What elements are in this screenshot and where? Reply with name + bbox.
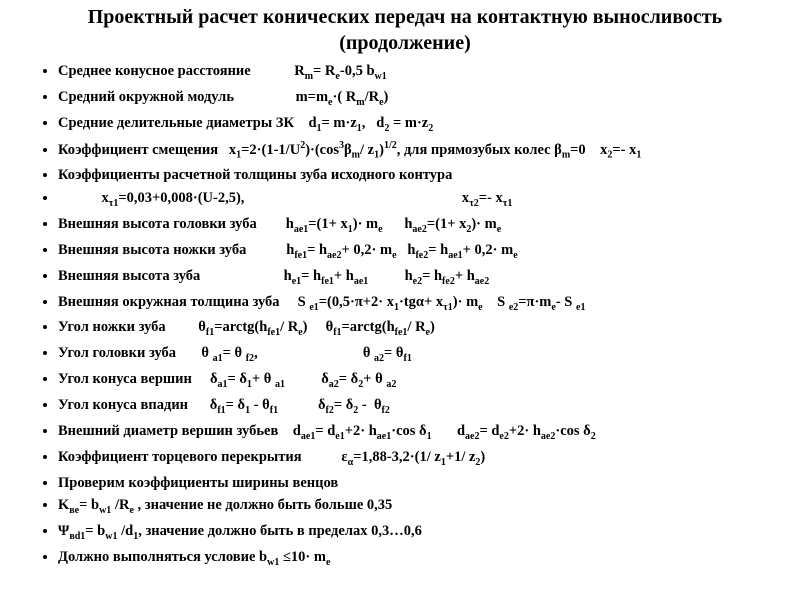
- page-title: Проектный расчет конических передач на к…: [30, 4, 780, 56]
- list-item: Внешняя окружная толщина зуба S e1=(0,5·…: [58, 293, 780, 314]
- list-item: Коэффициент торцевого перекрытия εα=1,88…: [58, 448, 780, 469]
- list-item: Ψвd1= bw1 /d1, значение должно быть в пр…: [58, 522, 780, 543]
- list-item: Kвe= bw1 /Re , значение не должно быть б…: [58, 496, 780, 517]
- list-item: Должно выполняться условие bw1 ≤10· me: [58, 548, 780, 569]
- list-item: xτ1=0,03+0,008·(U-2,5), xτ2=- xτ1: [58, 189, 780, 210]
- list-item: Коэффициент смещения x1=2·(1-1/U2)·(cos3…: [58, 140, 780, 162]
- list-item: Угол конуса вершин δa1= δ1+ θ a1 δa2= δ2…: [58, 370, 780, 391]
- list-item: Внешняя высота ножки зуба hfe1= hae2+ 0,…: [58, 241, 780, 262]
- list-item: Средний окружной модуль m=me·( Rm/Re): [58, 88, 780, 109]
- list-item: Внешний диаметр вершин зубьев dae1= de1+…: [58, 422, 780, 443]
- list-item: Угол головки зуба θ a1= θ f2, θ a2= θf1: [58, 344, 780, 365]
- list-item: Угол конуса впадин δf1= δ1 - θf1 δf2= δ2…: [58, 396, 780, 417]
- list-item: Внешняя высота зуба he1= hfe1+ hae1 he2=…: [58, 267, 780, 288]
- list-item: Коэффициенты расчетной толщины зуба исхо…: [58, 166, 780, 184]
- list-item: Угол ножки зуба θf1=arctg(hfe1/ Re) θf1=…: [58, 318, 780, 339]
- list-item: Проверим коэффициенты ширины венцов: [58, 474, 780, 492]
- bullet-list: Среднее конусное расстояние Rm= Re-0,5 b…: [30, 62, 780, 570]
- document-page: Проектный расчет конических передач на к…: [0, 0, 800, 578]
- list-item: Внешняя высота головки зуба hae1=(1+ x1)…: [58, 215, 780, 236]
- list-item: Среднее конусное расстояние Rm= Re-0,5 b…: [58, 62, 780, 83]
- list-item: Средние делительные диаметры ЗК d1= m·z1…: [58, 114, 780, 135]
